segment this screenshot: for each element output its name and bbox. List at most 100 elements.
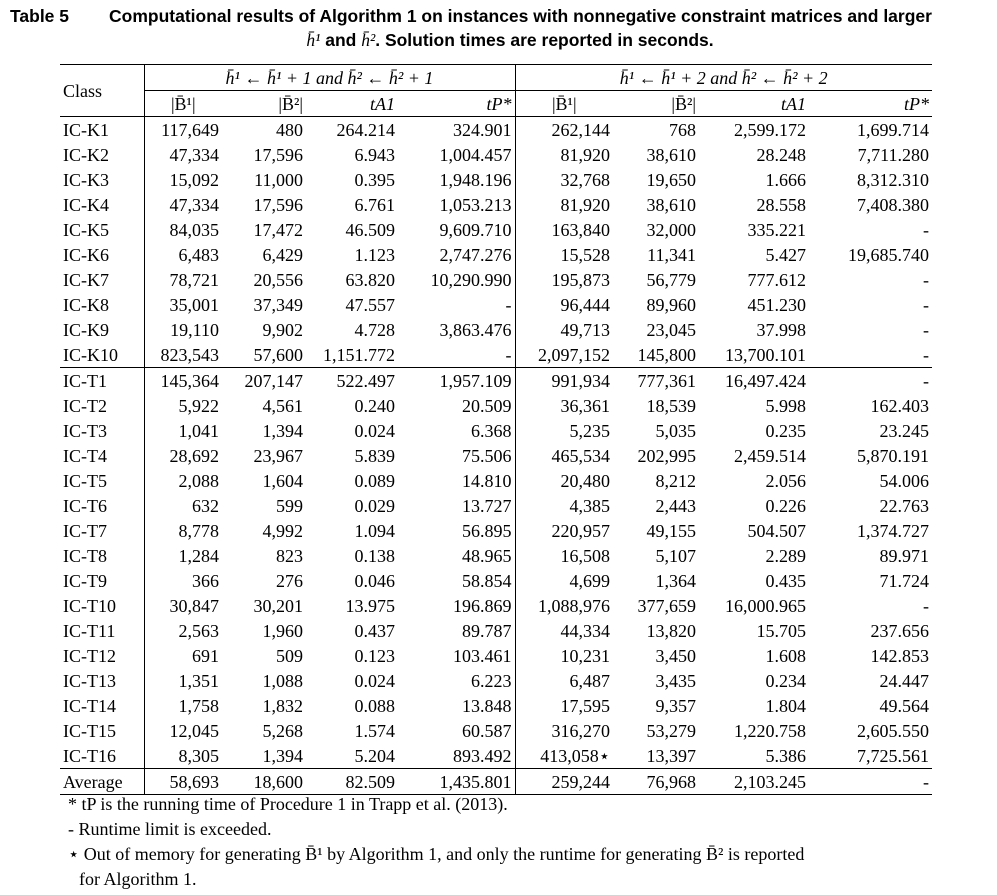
value-cell: 37,349 [253,294,304,315]
value-cell: 6.761 [354,194,396,215]
column-header: tA1 [699,90,809,117]
table-row: IC-T13 1,351 1,088 0.024 6.223 6,487 3,435 0.23… [60,668,932,693]
results-table: Class h̄¹ ← h̄¹ + 1 and h̄² ← h̄² + 1 h̄… [60,64,932,795]
value-cell: 8,305 [143,743,222,769]
caption-line-1: Table 5 Computational results of Algorith… [10,4,990,28]
value-cell: 3,435 [655,670,697,691]
value-cell: 465,534 [514,443,613,468]
column-header: |B̄²| [222,90,306,117]
column-header: tP* [809,90,932,117]
value-cell: 9,902 [262,319,304,340]
average-label: Average [60,768,144,795]
value-cell: 22.763 [879,495,930,516]
value-cell: 1,284 [143,543,222,568]
value-cell: 276 [276,570,303,591]
class-cell: IC-T10 [63,595,116,616]
class-header: Class [60,64,144,117]
value-cell: 30,847 [143,593,222,618]
value-cell: 35,001 [143,292,222,317]
value-cell: 1,151.772 [323,344,395,365]
column-header: |B̄²| [613,90,699,117]
value-cell: 6,429 [262,244,304,265]
value-cell: 81,920 [514,192,613,217]
average-value: 18,600 [222,768,306,795]
value-cell: 36,361 [514,393,613,418]
value-cell: 12,045 [143,718,222,743]
table-row: IC-T12 691 509 0.123 103.461 10,231 3,450 1.608… [60,643,932,668]
class-cell: IC-K7 [63,269,109,290]
value-cell: 30,201 [253,595,304,616]
value-cell: 1,604 [262,470,304,491]
value-cell: 1,004.457 [439,144,512,165]
value-cell: 145,800 [637,344,697,365]
caption-h1-symbol: h̄¹ [306,30,321,50]
value-cell: 13,397 [646,745,697,766]
value-cell: 3,450 [655,645,697,666]
value-cell: 53,279 [646,720,697,741]
value-cell: 5.427 [765,244,807,265]
value-cell: 777,361 [613,367,699,393]
class-cell: IC-T11 [63,620,116,641]
class-cell: IC-K3 [63,169,109,190]
value-cell: 264.214 [336,119,396,140]
table-row: IC-T9 366 276 0.046 58.854 4,699 1,364 0.435 71.… [60,568,932,593]
value-cell: 23,045 [646,319,697,340]
value-cell: 17,472 [253,219,304,240]
value-cell: 49.564 [879,695,930,716]
table-row: IC-K2 47,334 17,596 6.943 1,004.457 81,920 38,… [60,142,932,167]
value-cell: - [505,294,512,315]
value-cell: 17,596 [253,144,304,165]
class-cell: IC-T13 [63,670,116,691]
value-cell: 37.998 [756,319,807,340]
value-cell: 4,561 [262,395,304,416]
class-cell: IC-K10 [63,344,118,365]
table-row: IC-K9 19,110 9,902 4.728 3,863.476 49,713 23,0… [60,317,932,342]
value-cell: 316,270 [514,718,613,743]
class-cell: IC-T9 [63,570,107,591]
value-cell: 335.221 [747,219,807,240]
value-cell: 23.245 [879,420,930,441]
value-cell: 220,957 [514,518,613,543]
class-cell: IC-T8 [63,545,107,566]
value-cell: 8,778 [143,518,222,543]
value-cell: 1,948.196 [439,169,512,190]
value-cell: 6,487 [514,668,613,693]
note-tp: * tP is the running time of Procedure 1 … [68,794,508,814]
value-cell: 47,334 [143,142,222,167]
column-header: |B̄¹| [514,90,613,117]
value-cell: 28.248 [756,144,807,165]
value-cell: 237.656 [870,620,930,641]
caption-suffix: . Solution times are reported in seconds… [375,30,714,50]
value-cell: 1.123 [354,244,396,265]
value-cell: 19,110 [143,317,222,342]
value-cell: 0.138 [354,545,396,566]
value-cell: 691 [143,643,222,668]
value-cell: 4.728 [354,319,396,340]
table-row: IC-T1 145,364 207,147 522.497 1,957.109 991,9… [60,367,932,393]
column-header: |B̄¹| [143,90,222,117]
value-cell: 19,685.740 [848,244,929,265]
class-cell: IC-T15 [63,720,116,741]
value-cell: 6.368 [471,420,512,441]
value-cell: 522.497 [306,367,398,393]
value-cell: 5,035 [655,420,697,441]
caption-h2-symbol: h̄² [361,30,376,50]
class-cell: IC-T16 [63,745,116,766]
group2-header: h̄¹ ← h̄¹ + 2 and h̄² ← h̄² + 2 [514,64,932,91]
value-cell: 504.507 [747,520,807,541]
value-cell: 2,747.276 [439,244,512,265]
value-cell: 163,840 [514,217,613,242]
value-cell: 1,364 [655,570,697,591]
class-cell: IC-T5 [63,470,107,491]
class-cell: IC-K9 [63,319,109,340]
value-cell: 0.235 [765,420,807,441]
table-row: IC-T7 8,778 4,992 1.094 56.895 220,957 49,155 5… [60,518,932,543]
value-cell: 1.666 [765,169,807,190]
table-row: IC-T10 30,847 30,201 13.975 196.869 1,088,976… [60,593,932,618]
column-header: tP* [398,90,515,117]
class-cell: IC-K5 [63,219,109,240]
table-row: IC-T16 8,305 1,394 5.204 893.492 413,058⋆ 13,3… [60,743,932,769]
value-cell: 57,600 [253,344,304,365]
value-cell: 13,700.101 [725,344,806,365]
value-cell: 89.787 [462,620,512,641]
